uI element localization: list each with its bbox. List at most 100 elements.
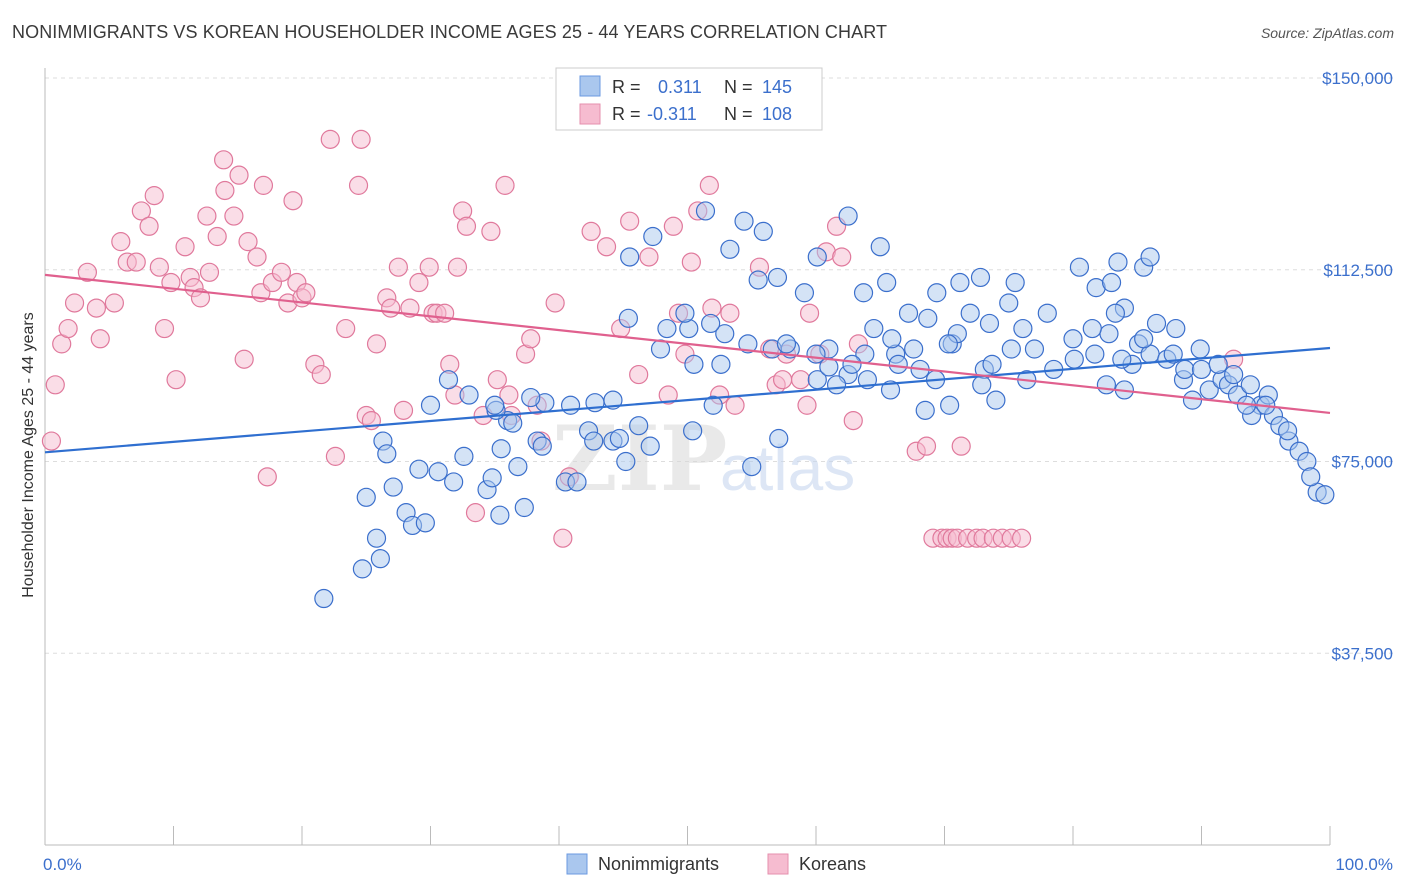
point-koreans (393, 400, 414, 420)
watermark-atlas: atlas (720, 432, 855, 504)
point-koreans (207, 226, 227, 247)
point-koreans (629, 364, 649, 385)
point-koreans (126, 252, 146, 272)
point-nonimmigrants (1301, 467, 1321, 487)
point-nonimmigrants (999, 293, 1019, 313)
point-nonimmigrants (979, 313, 1000, 334)
legend-n-value-1: 145 (762, 77, 792, 97)
point-nonimmigrants (314, 588, 334, 609)
point-koreans (320, 129, 340, 149)
point-koreans (545, 293, 565, 313)
point-nonimmigrants (982, 354, 1002, 374)
legend-r-value-1: 0.311 (658, 77, 702, 97)
point-koreans (832, 247, 852, 267)
point-nonimmigrants (675, 303, 695, 323)
point-koreans (64, 293, 85, 313)
point-nonimmigrants (1190, 339, 1210, 359)
point-nonimmigrants (383, 477, 403, 497)
point-nonimmigrants (842, 354, 862, 374)
point-nonimmigrants (1082, 318, 1102, 339)
point-nonimmigrants (738, 334, 758, 354)
point-koreans (596, 237, 617, 257)
point-nonimmigrants (1208, 354, 1228, 374)
point-nonimmigrants (532, 436, 552, 456)
legend-n-label-1: N = (724, 77, 753, 97)
point-koreans (456, 216, 477, 236)
point-nonimmigrants (720, 239, 740, 259)
axes (44, 68, 1331, 846)
point-nonimmigrants (838, 206, 858, 226)
point-koreans (215, 180, 235, 201)
point-nonimmigrants (769, 428, 789, 449)
point-nonimmigrants (366, 528, 387, 548)
point-koreans (190, 288, 211, 308)
point-nonimmigrants (454, 446, 474, 466)
point-nonimmigrants (695, 201, 716, 221)
point-koreans (790, 370, 811, 390)
point-koreans (639, 247, 659, 267)
point-nonimmigrants (1182, 390, 1203, 410)
point-nonimmigrants (603, 390, 623, 410)
bottom-legend: Nonimmigrants Koreans (566, 853, 866, 875)
point-nonimmigrants (927, 283, 947, 303)
point-nonimmigrants (490, 505, 510, 525)
legend-r-label-1: R = (612, 77, 641, 97)
point-koreans (681, 252, 701, 272)
point-nonimmigrants (715, 324, 735, 344)
y-tick-label: $75,000 (1332, 453, 1393, 472)
point-nonimmigrants (409, 459, 429, 479)
legend-n-value-2: 108 (762, 104, 792, 124)
point-koreans (1011, 528, 1032, 548)
legend-r-label-2: R = (612, 104, 641, 124)
point-nonimmigrants (880, 380, 901, 400)
point-koreans (419, 257, 439, 277)
legend-swatch-koreans (579, 103, 601, 125)
y-tick-label: $112,500 (1323, 261, 1393, 280)
point-koreans (663, 216, 683, 236)
point-nonimmigrants (1277, 421, 1298, 441)
point-koreans (111, 232, 131, 252)
point-nonimmigrants (1013, 318, 1033, 339)
bottom-legend-swatch-koreans (767, 853, 789, 875)
point-koreans (916, 436, 937, 456)
point-koreans (139, 216, 159, 236)
point-koreans (658, 385, 678, 405)
source-label: Source: ZipAtlas.com (1260, 25, 1394, 41)
point-koreans (447, 257, 468, 277)
point-nonimmigrants (377, 444, 397, 464)
point-koreans (381, 298, 401, 318)
series-nonimmigrants-points (314, 201, 1335, 609)
point-nonimmigrants (970, 267, 991, 288)
point-nonimmigrants (711, 354, 731, 374)
point-nonimmigrants (1096, 375, 1117, 395)
point-nonimmigrants (888, 354, 908, 374)
point-nonimmigrants (1224, 364, 1244, 385)
point-koreans (772, 370, 793, 390)
point-nonimmigrants (420, 395, 441, 415)
point-koreans (77, 262, 98, 282)
point-koreans (224, 206, 244, 226)
point-nonimmigrants (1108, 252, 1128, 272)
point-nonimmigrants (1099, 324, 1119, 344)
point-nonimmigrants (438, 370, 459, 390)
point-nonimmigrants (915, 400, 935, 420)
point-koreans (238, 232, 258, 252)
trend-lines (44, 273, 1331, 454)
bottom-legend-label-koreans: Koreans (799, 854, 866, 874)
point-koreans (149, 257, 169, 277)
point-nonimmigrants (620, 247, 640, 267)
point-nonimmigrants (1101, 272, 1122, 293)
point-koreans (199, 262, 220, 282)
legend-n-label-2: N = (724, 104, 753, 124)
point-koreans (799, 303, 820, 323)
point-koreans (351, 129, 371, 149)
point-koreans (234, 349, 254, 369)
point-nonimmigrants (1175, 359, 1195, 380)
x-tick-labels: 0.0% 100.0% (43, 855, 1393, 874)
y-tick-label: $37,500 (1332, 644, 1393, 663)
point-nonimmigrants (1105, 303, 1126, 323)
point-nonimmigrants (898, 303, 919, 323)
point-koreans (257, 467, 277, 487)
x-tick-label: 0.0% (43, 855, 82, 874)
